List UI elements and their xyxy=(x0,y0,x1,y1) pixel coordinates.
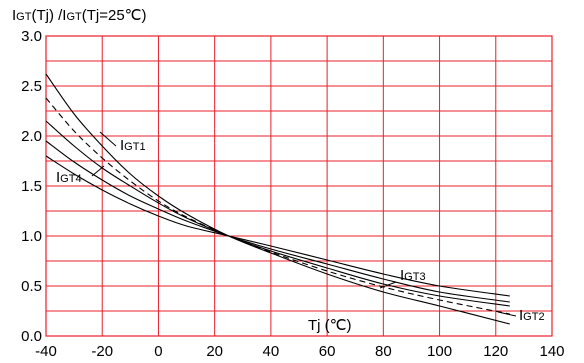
series-label-igt2: IGT2 xyxy=(519,307,545,324)
tick-labels: -40 -20 0 20 40 60 80 100 120 140 0.0 0.5 1.0 1.5 2.0 2… xyxy=(21,28,564,360)
x-tick-label: 0 xyxy=(154,343,162,360)
x-tick-label: 120 xyxy=(483,343,508,360)
y-tick-label: 1.0 xyxy=(21,228,42,245)
x-tick-label: -40 xyxy=(35,343,57,360)
leader-line-igt1 xyxy=(99,131,117,147)
series-line-igt3 xyxy=(45,140,510,303)
x-tick-label: -20 xyxy=(91,343,113,360)
leader-line-igt4 xyxy=(91,165,105,177)
labels: IGT1 IGT4 IGT3 IGT2 xyxy=(56,131,545,324)
plot-frame xyxy=(45,35,553,337)
x-tick-label: 40 xyxy=(263,343,280,360)
x-axis-label: Tj (℃) xyxy=(308,317,352,334)
x-tick-label: 100 xyxy=(427,343,452,360)
x-tick-label: 60 xyxy=(319,343,336,360)
series-label-igt1: IGT1 xyxy=(120,137,146,154)
x-tick-label: 20 xyxy=(206,343,223,360)
chart-title: IGT(Tj) /IGT(Tj=25℃) xyxy=(12,7,147,24)
series-line-dashed xyxy=(45,97,510,315)
series-line-igt4 xyxy=(45,120,510,307)
y-tick-label: 1.5 xyxy=(21,178,42,195)
y-tick-label: 2.0 xyxy=(21,128,42,145)
series-line-igt2 xyxy=(45,155,510,297)
leader-line-igt3 xyxy=(379,281,397,289)
x-tick-label: 140 xyxy=(539,343,564,360)
y-tick-label: 0.5 xyxy=(21,278,42,295)
x-tick-label: 80 xyxy=(375,343,392,360)
y-tick-label: 0.0 xyxy=(21,328,42,345)
leader-line-igt2 xyxy=(497,311,517,317)
y-tick-label: 3.0 xyxy=(21,28,42,45)
curves xyxy=(45,73,510,325)
series-label-igt3: IGT3 xyxy=(400,267,426,284)
series-line-igt1 xyxy=(45,73,510,325)
y-tick-label: 2.5 xyxy=(21,78,42,95)
series-label-igt4: IGT4 xyxy=(56,169,82,186)
